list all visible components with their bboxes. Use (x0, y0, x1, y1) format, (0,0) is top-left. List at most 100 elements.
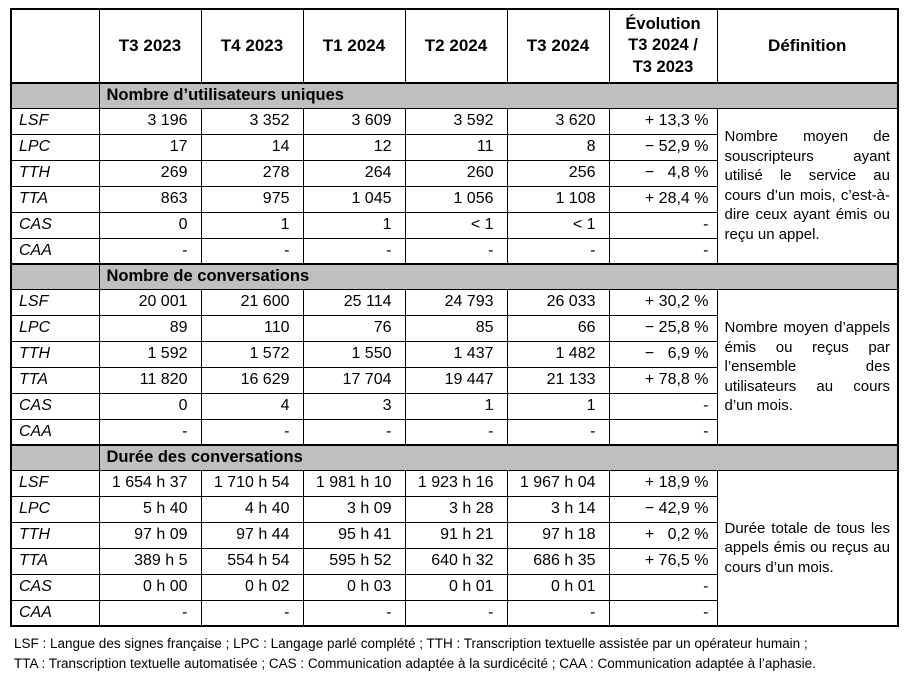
row-label: TTH (10, 159, 100, 187)
value-cell: 3 196 (98, 107, 202, 135)
footnotes: LSF : Langue des signes française ; LPC … (10, 634, 897, 675)
value-cell: 110 (200, 314, 304, 342)
data-row: TTA 389 h 5 554 h 54 595 h 52 640 h 32 686 h … (10, 547, 898, 575)
evolution-cell: + 18,9 % (608, 469, 718, 497)
col-header-t3-2023: T3 2023 (98, 8, 202, 84)
value-cell: 1 923 h 16 (404, 469, 508, 497)
value-cell: 21 133 (506, 366, 610, 394)
row-label: CAA (10, 237, 100, 265)
value-cell: 91 h 21 (404, 521, 508, 549)
value-cell: 686 h 35 (506, 547, 610, 575)
data-row: CAA - - - - - - (10, 599, 898, 627)
evolution-cell: + 30,2 % (608, 288, 718, 316)
value-cell: - (302, 599, 406, 627)
value-cell: 0 h 01 (506, 573, 610, 601)
evolution-cell: - (608, 392, 718, 420)
value-cell: 66 (506, 314, 610, 342)
value-cell: 269 (98, 159, 202, 187)
value-cell: 3 (302, 392, 406, 420)
value-cell: 389 h 5 (98, 547, 202, 575)
value-cell: 1 550 (302, 340, 406, 368)
value-cell: 85 (404, 314, 508, 342)
value-cell: 1 108 (506, 185, 610, 213)
value-cell: - (302, 237, 406, 265)
value-cell: 595 h 52 (302, 547, 406, 575)
value-cell: 0 h 00 (98, 573, 202, 601)
value-cell: 0 h 02 (200, 573, 304, 601)
value-cell: 3 h 14 (506, 495, 610, 523)
value-cell: 256 (506, 159, 610, 187)
value-cell: 17 (98, 133, 202, 161)
value-cell: 554 h 54 (200, 547, 304, 575)
evolution-cell: + 76,5 % (608, 547, 718, 575)
value-cell: - (98, 599, 202, 627)
value-cell: 1 (506, 392, 610, 420)
value-cell: 11 820 (98, 366, 202, 394)
value-cell: 1 967 h 04 (506, 469, 610, 497)
evolution-cell: + 28,4 % (608, 185, 718, 213)
data-row: TTA 863 975 1 045 1 056 1 108 + 28,4 % (10, 185, 898, 213)
data-row: CAA - - - - - - (10, 237, 898, 265)
value-cell: - (506, 237, 610, 265)
value-cell: 5 h 40 (98, 495, 202, 523)
value-cell: 4 h 40 (200, 495, 304, 523)
value-cell: 1 572 (200, 340, 304, 368)
evolution-cell: + 13,3 % (608, 107, 718, 135)
value-cell: 17 704 (302, 366, 406, 394)
value-cell: 25 114 (302, 288, 406, 316)
value-cell: 20 001 (98, 288, 202, 316)
evolution-cell: - (608, 211, 718, 239)
value-cell: 640 h 32 (404, 547, 508, 575)
value-cell: 3 352 (200, 107, 304, 135)
value-cell: 1 710 h 54 (200, 469, 304, 497)
evolution-cell: + 78,8 % (608, 366, 718, 394)
value-cell: - (404, 237, 508, 265)
footnote-line-1: LSF : Langue des signes française ; LPC … (14, 636, 808, 651)
corner-cell (10, 8, 100, 84)
row-label: CAS (10, 211, 100, 239)
row-label: CAS (10, 573, 100, 601)
section-band-stub (10, 82, 100, 109)
row-label: TTA (10, 185, 100, 213)
value-cell: 975 (200, 185, 304, 213)
value-cell: - (404, 418, 508, 446)
value-cell: 260 (404, 159, 508, 187)
value-cell: 0 (98, 392, 202, 420)
data-row: CAS 0 1 1 < 1 < 1- (10, 211, 898, 239)
value-cell: 264 (302, 159, 406, 187)
row-label: TTA (10, 366, 100, 394)
value-cell: - (98, 237, 202, 265)
value-cell: 16 629 (200, 366, 304, 394)
value-cell: 97 h 44 (200, 521, 304, 549)
stats-table: T3 2023 T4 2023 T1 2024 T2 2024 T3 2024 … (10, 8, 899, 627)
value-cell: 95 h 41 (302, 521, 406, 549)
row-label: LPC (10, 495, 100, 523)
value-cell: < 1 (506, 211, 610, 239)
row-label: LSF (10, 107, 100, 135)
row-label: LSF (10, 469, 100, 497)
col-header-t2-2024: T2 2024 (404, 8, 508, 84)
value-cell: 14 (200, 133, 304, 161)
value-cell: 863 (98, 185, 202, 213)
row-label: LPC (10, 314, 100, 342)
value-cell: 1 592 (98, 340, 202, 368)
header-row: T3 2023 T4 2023 T1 2024 T2 2024 T3 2024 … (10, 8, 899, 84)
value-cell: 89 (98, 314, 202, 342)
value-cell: - (200, 418, 304, 446)
section-band-row: Nombre d’utilisateurs uniques (10, 82, 899, 109)
value-cell: 11 (404, 133, 508, 161)
value-cell: 21 600 (200, 288, 304, 316)
data-row: LSF 1 654 h 37 1 710 h 54 1 981 h 10 1 923 h… (10, 469, 899, 627)
row-label: LPC (10, 133, 100, 161)
evolution-cell: − 25,8 % (608, 314, 718, 342)
value-cell: 24 793 (404, 288, 508, 316)
evolution-cell: - (608, 237, 718, 265)
value-cell: 19 447 (404, 366, 508, 394)
section-band-row: Nombre de conversations (10, 263, 899, 290)
evolution-cell: − 42,9 % (608, 495, 718, 523)
value-cell: 0 (98, 211, 202, 239)
section-band-stub (10, 263, 100, 290)
row-label: CAA (10, 599, 100, 627)
section-title: Durée des conversations (98, 444, 899, 471)
data-row: LPC 5 h 40 4 h 40 3 h 09 3 h 28 3 h 14− 42,9 … (10, 495, 898, 523)
